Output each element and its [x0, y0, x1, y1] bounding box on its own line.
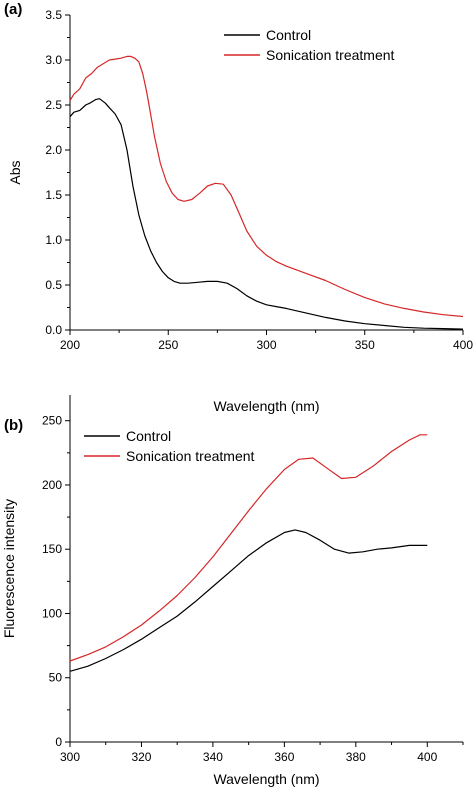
x-tick-label: 350 [355, 338, 375, 352]
legend-label: Control [126, 428, 171, 444]
y-axis-title: Abs [7, 160, 23, 184]
panel-b: (b) 300 320 340 360 380 400 0 50 100 150 200 250 Wave… [1, 395, 464, 787]
y-tick-label: 3.5 [45, 8, 62, 22]
x-tick-label: 400 [417, 750, 437, 764]
y-tick-label: 150 [42, 542, 62, 556]
y-axis-title: Fluorescence intensity [1, 499, 17, 638]
x-tick-label: 360 [274, 750, 294, 764]
y-tick-label: 3.0 [45, 53, 62, 67]
x-tick-label: 400 [453, 338, 473, 352]
y-tick-label: 200 [42, 478, 62, 492]
series-line-control [69, 529, 428, 672]
y-tick-label: 1.0 [45, 233, 62, 247]
y-tick-label: 2.5 [45, 98, 62, 112]
legend-label: Sonication treatment [266, 47, 395, 63]
y-tick-label: 50 [49, 671, 63, 685]
x-tick-label: 300 [256, 338, 276, 352]
x-tick-label: 250 [158, 338, 178, 352]
series-line-sonication-treatment [69, 55, 464, 318]
x-tick-label: 380 [346, 750, 366, 764]
x-tick-label: 200 [60, 338, 80, 352]
legend-label: Sonication treatment [126, 448, 255, 464]
y-tick-label: 1.5 [45, 188, 62, 202]
series-line-sonication-treatment [69, 434, 428, 662]
x-axis-title: Wavelength (nm) [213, 398, 319, 414]
y-tick-label: 0 [55, 735, 62, 749]
series-line-control [69, 98, 464, 330]
x-axis-title: Wavelength (nm) [213, 771, 319, 787]
x-tick-label: 320 [131, 750, 151, 764]
y-tick-label: 250 [42, 414, 62, 428]
y-tick-label: 2.0 [45, 143, 62, 157]
y-tick-label: 0.0 [45, 323, 62, 337]
panel-label: (b) [4, 417, 23, 434]
x-tick-label: 300 [60, 750, 80, 764]
panel-a: (a) 200 250 300 350 400 0.0 0.5 1.0 1.5 2.0 2.5 3.0 3… [4, 1, 473, 414]
panel-label: (a) [4, 1, 22, 18]
y-tick-label: 100 [42, 606, 62, 620]
legend-label: Control [266, 27, 311, 43]
y-tick-label: 0.5 [45, 278, 62, 292]
x-tick-label: 340 [203, 750, 223, 764]
